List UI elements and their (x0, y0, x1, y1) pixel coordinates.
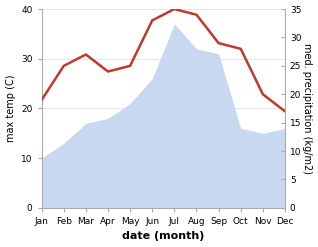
Y-axis label: max temp (C): max temp (C) (5, 75, 16, 142)
X-axis label: date (month): date (month) (122, 231, 204, 242)
Y-axis label: med. precipitation (kg/m2): med. precipitation (kg/m2) (302, 43, 313, 174)
